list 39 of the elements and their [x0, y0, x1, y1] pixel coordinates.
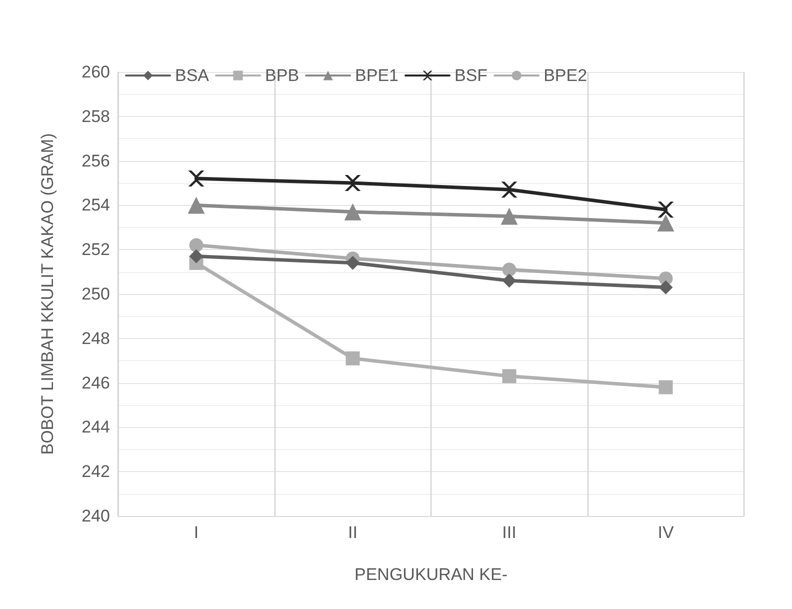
legend-label: BSA — [175, 66, 210, 85]
point — [188, 170, 204, 187]
point — [502, 274, 516, 288]
point — [344, 175, 361, 191]
y-tick-label: 250 — [82, 284, 110, 304]
point — [189, 238, 204, 252]
point — [189, 249, 204, 264]
x-axis-title: PENGUKURAN KE- — [354, 565, 508, 584]
y-tick-label: 260 — [82, 62, 110, 82]
point — [658, 280, 673, 294]
legend-label: BPB — [265, 66, 300, 85]
y-tick-label: 242 — [82, 462, 110, 482]
legend-label: BPE1 — [355, 66, 399, 85]
y-tick-label: 244 — [82, 418, 110, 437]
y-tick-label: 246 — [82, 373, 110, 392]
point — [346, 256, 360, 270]
y-tick-label: 252 — [82, 240, 110, 260]
x-tick-label: I — [194, 523, 199, 542]
x-tick-label: II — [348, 523, 358, 542]
y-tick-label: 256 — [82, 151, 110, 170]
point — [502, 262, 516, 277]
point — [502, 369, 516, 384]
y-tick-label: 254 — [82, 196, 110, 215]
point — [188, 196, 205, 214]
legend-label: BSF — [454, 66, 488, 85]
y-tick-label: 258 — [82, 106, 110, 126]
legend-label: BPE2 — [544, 66, 588, 85]
y-tick-label: 240 — [82, 506, 110, 526]
y-axis-title: BOBOT LIMBAH KKULIT KAKAO (GRAM) — [38, 133, 57, 455]
y-tick-label: 248 — [82, 328, 110, 348]
point — [658, 202, 674, 218]
point — [346, 351, 360, 366]
point — [501, 182, 518, 198]
point — [658, 380, 673, 394]
point — [344, 203, 362, 220]
x-tick-label: IV — [658, 523, 674, 542]
point — [657, 214, 674, 232]
x-tick-label: III — [502, 523, 516, 542]
point — [500, 208, 518, 225]
